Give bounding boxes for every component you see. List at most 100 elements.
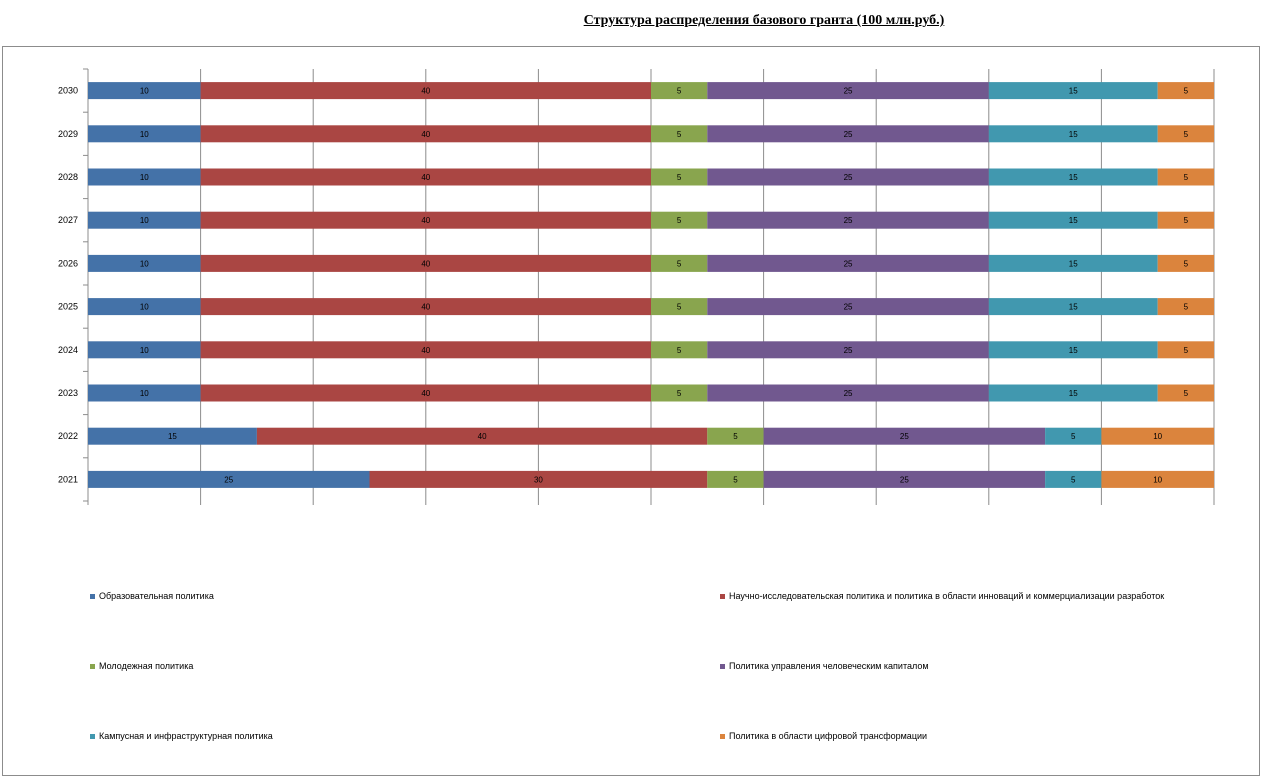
data-label: 5: [677, 216, 682, 225]
data-label: 40: [421, 389, 430, 398]
bar-segment: [1157, 254, 1214, 272]
data-label: 40: [421, 346, 430, 355]
bar-segment: [1157, 125, 1214, 143]
category-label: 2028: [58, 172, 78, 182]
bar-segment: [200, 254, 651, 272]
bar-segment: [200, 341, 651, 359]
bar-segment: [1157, 211, 1214, 229]
bar-segment: [88, 470, 370, 488]
bar-segment: [1157, 341, 1214, 359]
bar-segment: [200, 211, 651, 229]
data-label: 15: [1069, 130, 1078, 139]
page-title: Структура распределения базового гранта …: [583, 13, 945, 28]
data-label: 15: [1069, 173, 1078, 182]
bar-segment: [707, 470, 764, 488]
data-label: 25: [844, 130, 853, 139]
data-label: 40: [421, 130, 430, 139]
legend-label: Образовательная политика: [99, 591, 214, 601]
data-label: 5: [1184, 346, 1189, 355]
data-label: 5: [677, 389, 682, 398]
bar-segment: [1045, 470, 1102, 488]
data-label: 10: [1153, 432, 1162, 441]
bar-segment: [988, 254, 1158, 272]
category-label: 2023: [58, 388, 78, 398]
chart-frame: 2030 10 40 5 25 15 5 2029 10 40 5 25 15 5 2028 10 40 5 25 1…: [2, 46, 1260, 776]
data-label: 25: [844, 173, 853, 182]
data-label: 5: [1071, 432, 1076, 441]
bar-segment: [707, 341, 989, 359]
data-label: 40: [421, 303, 430, 312]
legend-swatch: [90, 593, 95, 599]
data-label: 5: [677, 303, 682, 312]
data-label: 25: [844, 303, 853, 312]
bar-segment: [369, 470, 708, 488]
category-label: 2026: [58, 258, 78, 268]
category-label: 2025: [58, 302, 78, 312]
data-label: 10: [140, 389, 149, 398]
data-label: 40: [421, 173, 430, 182]
bar-segment: [1101, 470, 1214, 488]
data-label: 15: [168, 432, 177, 441]
data-label: 25: [844, 346, 853, 355]
legend-item: Научно-исследовательская политика и поли…: [720, 589, 1164, 603]
bar-segment: [88, 125, 201, 143]
bar-segment: [1101, 427, 1214, 445]
legend-item: Молодежная политика: [90, 659, 193, 673]
legend-label: Молодежная политика: [99, 661, 194, 671]
data-label: 25: [844, 216, 853, 225]
data-label: 10: [140, 173, 149, 182]
data-label: 25: [844, 87, 853, 96]
bar-segment: [88, 211, 201, 229]
bar-segment: [1157, 168, 1214, 186]
bar-segment: [763, 427, 1046, 445]
bar-segment: [1157, 384, 1214, 402]
data-label: 5: [1184, 130, 1189, 139]
data-label: 30: [534, 475, 543, 484]
legend-item: Политика управления человеческим капитал…: [720, 659, 929, 673]
legend-label: Научно-исследовательская политика и поли…: [729, 591, 1165, 601]
bar-segment: [707, 384, 989, 402]
bar-segment: [651, 211, 708, 229]
legend-swatch: [90, 663, 95, 669]
category-label: 2027: [58, 215, 78, 225]
data-label: 15: [1069, 389, 1078, 398]
bar-segment: [707, 427, 764, 445]
bar-segment: [88, 341, 201, 359]
data-label: 10: [140, 303, 149, 312]
bar-segment: [651, 254, 708, 272]
bar-segment: [988, 384, 1158, 402]
legend-label: Кампусная и инфраструктурная политика: [99, 731, 273, 741]
data-label: 5: [733, 432, 738, 441]
data-label: 10: [1153, 475, 1162, 484]
data-label: 25: [844, 389, 853, 398]
data-label: 15: [1069, 259, 1078, 268]
bar-segment: [200, 125, 651, 143]
data-label: 40: [421, 87, 430, 96]
data-label: 5: [1071, 475, 1076, 484]
bar-segment: [651, 298, 708, 316]
data-label: 5: [677, 130, 682, 139]
data-label: 10: [140, 216, 149, 225]
bar-segment: [651, 341, 708, 359]
bar-segment: [88, 168, 201, 186]
data-label: 40: [421, 216, 430, 225]
bar-segment: [707, 168, 989, 186]
bar-segment: [1157, 82, 1214, 100]
legend-swatch: [720, 593, 725, 599]
data-label: 15: [1069, 303, 1078, 312]
data-label: 5: [677, 259, 682, 268]
bar-segment: [763, 470, 1046, 488]
bar-segment: [651, 168, 708, 186]
bar-segment: [707, 254, 989, 272]
data-label: 5: [1184, 389, 1189, 398]
data-label: 15: [1069, 216, 1078, 225]
data-label: 10: [140, 259, 149, 268]
bar-segment: [707, 298, 989, 316]
category-label: 2029: [58, 129, 78, 139]
data-label: 25: [224, 475, 233, 484]
data-label: 15: [1069, 87, 1078, 96]
data-label: 5: [1184, 87, 1189, 96]
category-label: 2030: [58, 86, 78, 96]
bar-segment: [88, 384, 201, 402]
bar-segment: [88, 82, 201, 100]
